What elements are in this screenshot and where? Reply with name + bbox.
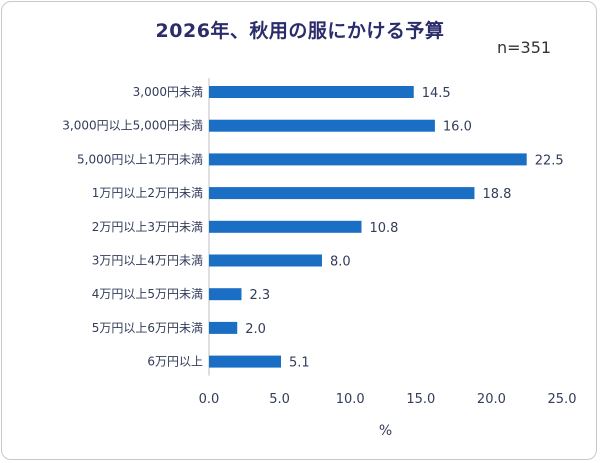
category-label: 5万円以上6万円未満 bbox=[92, 321, 203, 335]
x-tick-label: 0.0 bbox=[199, 392, 220, 407]
category-label: 5,000円以上1万円未満 bbox=[77, 152, 203, 166]
sample-size-label: n=351 bbox=[497, 38, 552, 57]
chart-title: 2026年、秋用の服にかける予算 bbox=[155, 20, 445, 42]
x-axis-label: % bbox=[379, 423, 392, 439]
data-label: 16.0 bbox=[443, 120, 472, 135]
category-label: 4万円以上5万円未満 bbox=[92, 287, 203, 301]
category-label: 6万円以上 bbox=[147, 355, 203, 369]
category-label: 1万円以上2万円未満 bbox=[92, 186, 203, 200]
data-label: 22.5 bbox=[535, 153, 564, 168]
data-label: 2.3 bbox=[249, 288, 270, 303]
bar bbox=[209, 288, 242, 301]
x-tick-label: 5.0 bbox=[269, 392, 290, 407]
data-label: 18.8 bbox=[482, 187, 511, 202]
bar bbox=[209, 187, 475, 200]
bar bbox=[209, 355, 282, 368]
category-label: 3万円以上4万円未満 bbox=[92, 254, 203, 268]
data-label: 14.5 bbox=[422, 86, 451, 101]
bar bbox=[209, 119, 435, 132]
bar bbox=[209, 321, 238, 334]
category-label: 3,000円以上5,000円未満 bbox=[62, 119, 203, 133]
bar bbox=[209, 220, 362, 233]
data-label: 8.0 bbox=[330, 255, 351, 270]
plot-area: 3,000円未満 14.5 3,000円以上5,000円未満 16.0 5,000円以上… bbox=[62, 78, 576, 407]
data-label: 10.8 bbox=[369, 221, 398, 236]
x-tick-label: 15.0 bbox=[406, 392, 435, 407]
x-tick-label: 10.0 bbox=[336, 392, 365, 407]
x-tick-label: 20.0 bbox=[477, 392, 506, 407]
bar bbox=[209, 254, 322, 267]
category-label: 2万円以上3万円未満 bbox=[92, 220, 203, 234]
category-label: 3,000円未満 bbox=[133, 85, 203, 99]
x-tick-label: 25.0 bbox=[548, 392, 577, 407]
data-label: 2.0 bbox=[245, 322, 266, 337]
bar bbox=[209, 153, 527, 166]
bar bbox=[209, 86, 414, 98]
data-label: 5.1 bbox=[289, 356, 310, 371]
